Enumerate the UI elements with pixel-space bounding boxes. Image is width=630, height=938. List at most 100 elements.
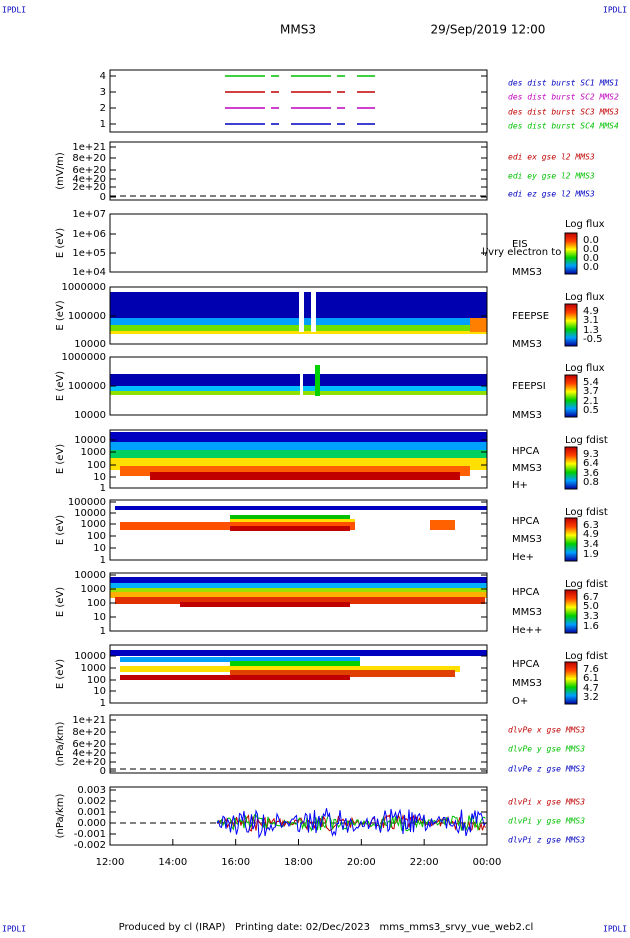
legend-entry: dlvPi x gse MMS3 — [508, 798, 585, 807]
spectrogram-patch — [110, 391, 487, 395]
colorbar-tick-label: 4.7 — [583, 683, 599, 694]
y-tick-label: 10000 — [74, 410, 106, 421]
legend-entry: dlvPe x gse MMS3 — [508, 726, 585, 735]
side-label: l/vry electron to — [482, 247, 561, 258]
y-tick-label: 10000 — [74, 339, 106, 350]
legend-entry: dlvPi z gse MMS3 — [508, 836, 585, 845]
y-tick-label: 0 — [100, 766, 106, 777]
spectrogram-patch — [430, 520, 455, 530]
side-label: HPCA — [512, 516, 540, 527]
colorbar-tick-label: 3.3 — [583, 611, 599, 622]
spectrogram-patch — [470, 318, 487, 332]
spectrogram-patch — [315, 365, 320, 396]
y-tick-label: 1000 — [81, 447, 106, 458]
x-tick-label: 14:00 — [158, 857, 187, 868]
y-tick-label: 100000 — [68, 381, 106, 392]
side-label: H+ — [512, 480, 528, 491]
colorbar-tick-label: 9.3 — [583, 449, 599, 460]
colorbar-tick-label: 1.9 — [583, 549, 599, 560]
y-tick-label: 1e+04 — [72, 267, 106, 278]
side-label: He++ — [512, 625, 542, 636]
spectrogram-patch — [230, 661, 360, 668]
colorbar — [564, 446, 578, 490]
side-label: EIS — [512, 239, 528, 250]
colorbar-tick-label: 3.1 — [583, 315, 599, 326]
y-tick-label: 10 — [93, 472, 106, 483]
y-tick-label: 100 — [87, 675, 106, 686]
spectrogram-patch — [110, 650, 487, 656]
spectrogram-patch — [110, 577, 487, 583]
x-tick-label: 12:00 — [96, 857, 125, 868]
title: MMS3 — [280, 23, 316, 37]
y-tick-label: 1000 — [81, 584, 106, 595]
y-tick-label: 100000 — [68, 497, 106, 508]
x-tick-label: 00:00 — [473, 857, 502, 868]
spectrogram-patch — [299, 292, 304, 332]
spectrogram-patch — [230, 519, 355, 524]
spectrogram-patch — [110, 331, 487, 334]
spectrogram-patch — [150, 472, 460, 480]
colorbar-tick-label: 5.0 — [583, 601, 599, 612]
y-tick-label: 4e+20 — [72, 174, 106, 185]
spectrogram-patch — [311, 292, 316, 332]
spectrogram-patch — [110, 362, 487, 374]
x-tick-label: 18:00 — [284, 857, 313, 868]
colorbar-title: Log flux — [565, 219, 605, 230]
side-label: MMS3 — [512, 678, 542, 689]
y-tick-label: 0.003 — [77, 785, 106, 796]
legend-entry: dlvPe y gse MMS3 — [508, 745, 585, 754]
y-axis-label: E (eV) — [55, 587, 66, 617]
colorbar-tick-label: 7.6 — [583, 664, 599, 675]
corner-label: IPDLI — [603, 925, 627, 934]
legend-entry: des dist burst SC4 MMS4 — [508, 122, 619, 131]
spectrogram-patch — [230, 526, 350, 531]
colorbar-title: Log fdist — [565, 579, 608, 590]
y-tick-label: 10000 — [74, 651, 106, 662]
y-tick-label: 1e+06 — [72, 229, 106, 240]
panel: 10000 1000 100 10 1 E (eV) HPCA MMS3 He++ Log fdi… — [55, 570, 608, 637]
y-tick-label: -0.001 — [74, 829, 106, 840]
y-tick-label: 10000 — [74, 508, 106, 519]
y-tick-label: 10 — [93, 612, 106, 623]
panel: 1e+07 1e+06 1e+05 1e+04 E (eV) EIS MMS3 l/vry e… — [55, 209, 605, 278]
side-label: He+ — [512, 552, 534, 563]
colorbar-tick-label: 1.3 — [583, 325, 599, 336]
colorbar-tick-label: 6.4 — [583, 458, 599, 469]
legend-entry: dlvPi y gse MMS3 — [508, 817, 585, 826]
side-label: MMS3 — [512, 267, 542, 278]
spectrogram-patch — [115, 597, 485, 604]
y-tick-label: 10000 — [74, 435, 106, 446]
colorbar-tick-label: 3.4 — [583, 539, 599, 550]
y-tick-label: 10 — [93, 543, 106, 554]
colorbar-tick-label: 3.6 — [583, 468, 599, 479]
colorbar-tick-label: 1.6 — [583, 621, 599, 632]
y-tick-label: 1e+07 — [72, 209, 106, 220]
plot-frame — [109, 644, 488, 704]
y-tick-label: 1000000 — [61, 282, 106, 293]
colorbar-tick-label: 3.7 — [583, 386, 599, 397]
colorbar — [564, 374, 578, 418]
y-tick-label: 100 — [87, 531, 106, 542]
colorbar-tick-label: -0.5 — [583, 334, 603, 345]
noise-trace — [216, 808, 486, 839]
y-tick-label: 1000 — [81, 663, 106, 674]
y-axis-label: E (eV) — [55, 444, 66, 474]
y-tick-label: 0.001 — [77, 807, 106, 818]
legend-entry: edi ex gse l2 MMS3 — [508, 153, 595, 162]
corner-label: IPDLI — [2, 6, 26, 15]
spectrogram-patch — [120, 657, 360, 662]
colorbar-tick-label: 5.4 — [583, 377, 599, 388]
y-tick-label: 10000 — [74, 570, 106, 581]
colorbar — [564, 232, 578, 275]
y-tick-label: 0.002 — [77, 796, 106, 807]
y-tick-label: 1000 — [81, 519, 106, 530]
y-tick-label: 8e+20 — [72, 727, 106, 738]
side-label: FEEPSI — [512, 381, 546, 392]
colorbar-tick-label: 0.5 — [583, 405, 599, 416]
colorbar-title: Log flux — [565, 363, 605, 374]
spectrogram-patch — [110, 592, 487, 598]
y-tick-label: -0.002 — [74, 840, 106, 851]
